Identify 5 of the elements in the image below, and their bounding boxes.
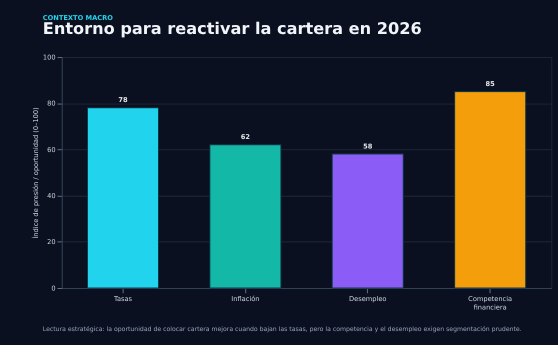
bar: [332, 154, 404, 288]
bar: [454, 91, 526, 288]
chart-title: Entorno para reactivar la cartera en 2026: [42, 19, 422, 38]
bar: [87, 107, 159, 288]
bar: [209, 144, 282, 288]
